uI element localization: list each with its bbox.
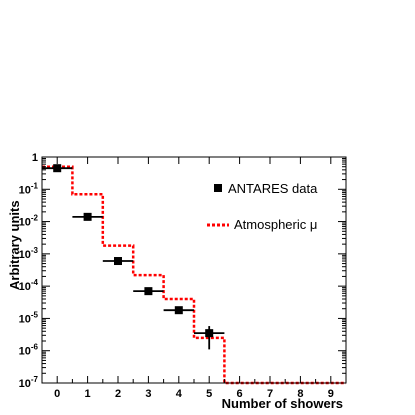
legend-label-data: ANTARES data <box>228 181 318 196</box>
y-tick-base: 10 <box>19 217 31 229</box>
y-tick-exponent: -6 <box>31 343 39 352</box>
y-tick-exponent: -4 <box>31 278 39 287</box>
data-point <box>102 257 134 266</box>
y-tick-label: 10-3 <box>19 246 39 261</box>
data-point-marker <box>174 306 183 315</box>
x-tick-label: 3 <box>145 388 151 400</box>
y-axis-title: Arbitrary units <box>7 200 22 290</box>
y-tick-label: 10-7 <box>19 375 39 390</box>
y-tick-label: 10-1 <box>19 181 39 196</box>
x-tick-label: 6 <box>237 388 243 400</box>
data-point <box>163 306 194 315</box>
x-tick-label: 0 <box>54 388 60 400</box>
data-point-marker <box>144 287 153 296</box>
data-points-layer <box>42 164 225 350</box>
y-tick-base: 10 <box>19 378 31 390</box>
y-tick-base: 10 <box>19 313 31 325</box>
data-point-marker <box>114 257 122 266</box>
legend: ANTARES data Atmospheric μ <box>207 181 318 232</box>
legend-marker-data <box>214 184 222 192</box>
y-tick-base: 10 <box>19 184 31 196</box>
data-point <box>42 164 73 173</box>
x-tick-label: 4 <box>176 388 183 400</box>
x-tick-label: 8 <box>297 388 303 400</box>
mc-histogram-line <box>42 165 346 385</box>
legend-label-mc: Atmospheric μ <box>234 217 317 232</box>
y-tick-label: 10-6 <box>19 343 39 358</box>
x-tick-label: 7 <box>267 388 273 400</box>
data-point-marker <box>53 164 62 173</box>
x-tick-label: 2 <box>115 388 121 400</box>
y-tick-base: 1 <box>32 152 38 164</box>
data-point <box>72 212 103 221</box>
y-tick-base: 10 <box>19 346 31 358</box>
y-tick-exponent: -3 <box>31 246 39 255</box>
data-point <box>133 287 164 296</box>
y-tick-base: 10 <box>19 249 31 261</box>
y-tick-exponent: -7 <box>31 375 39 384</box>
y-tick-label: 10-2 <box>19 214 39 229</box>
x-tick-label: 5 <box>206 388 212 400</box>
data-point-marker <box>205 329 214 338</box>
y-tick-exponent: -5 <box>31 310 39 319</box>
x-tick-label: 9 <box>328 388 334 400</box>
histogram-layer <box>42 165 346 385</box>
y-tick-label: 10-5 <box>19 310 39 325</box>
y-tick-label: 10-4 <box>19 278 39 293</box>
y-tick-exponent: -2 <box>31 214 39 223</box>
y-tick-base: 10 <box>19 281 31 293</box>
y-tick-exponent: -1 <box>31 181 39 190</box>
y-tick-label: 1 <box>32 152 38 164</box>
data-point <box>194 326 225 350</box>
x-tick-label: 1 <box>85 388 91 400</box>
data-point-marker <box>83 212 92 221</box>
x-axis-title: Number of showers <box>222 396 343 411</box>
